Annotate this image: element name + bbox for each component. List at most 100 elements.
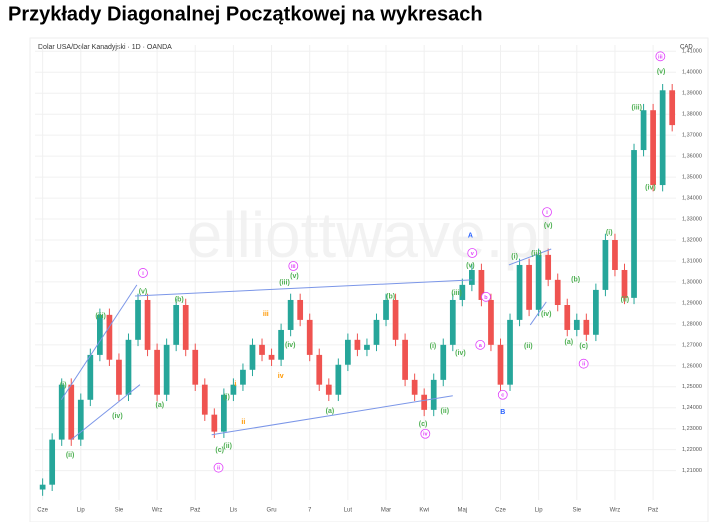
candle-body [287,299,294,330]
candle-body [440,344,447,380]
candle-body [659,90,666,186]
x-tick-label: Sie [572,508,581,514]
wave-label: (i) [60,382,67,389]
y-tick-label: 1,33000 [682,216,702,222]
wave-label: (iii) [531,250,542,257]
x-tick-label: Wrz [610,508,621,514]
x-tick-label: Sie [115,508,124,514]
y-tick-label: 1,25000 [682,384,702,390]
candle-body [49,439,56,485]
wave-label: (iv) [455,350,466,357]
x-tick-label: Lut [344,508,353,514]
y-tick-label: 1,23000 [682,426,702,432]
wave-label: (v) [657,69,666,76]
candle-body [144,299,151,350]
y-tick-label: 1,38000 [682,112,702,118]
trend-line [508,248,552,266]
wave-label: (b) [386,293,395,300]
wave-label: (iv) [541,311,552,318]
candle-body [421,394,428,410]
wave-label: (v) [139,288,148,295]
candle-body [58,384,65,440]
chart-subtitle: Dolar USA/Dolar Kanadyjski · 1D · OANDA [38,44,172,51]
wave-label: A [468,232,473,239]
candle-body [116,359,122,395]
candle-body [201,384,208,415]
candle-body [402,339,408,380]
candle-body [640,110,647,151]
candle-body [173,305,180,345]
wave-label: (iv) [285,342,296,349]
wave-label: (ii) [223,443,232,450]
candle-body [602,240,609,290]
candle-body [221,394,227,432]
candle-body [306,319,313,355]
y-tick-label: 1,28000 [682,321,702,327]
candle-body [68,384,75,440]
watermark: elliottwave.pl [187,199,553,271]
trend-line [529,301,547,326]
wave-label: (c) [215,447,224,454]
wave-label: (iii) [95,313,106,320]
wave-label: (iii) [451,290,462,297]
wave-label: (i) [511,253,518,260]
y-tick-label: 1,37000 [682,133,702,139]
wave-label: (a) [565,339,574,346]
candle-body [488,299,494,345]
wave-label-circle [578,358,589,369]
x-tick-label: Wrz [152,508,163,514]
x-tick-label: Lip [77,508,86,514]
wave-label-circle [213,462,224,473]
candle-body [497,344,504,385]
candle-body [163,344,170,395]
candle-body [392,299,399,340]
wave-label-circle [542,207,552,218]
candle-body [297,299,304,320]
trend-line [60,284,138,401]
candle-body [583,319,590,335]
wave-label-circle [497,389,508,400]
x-tick-label: Paź [648,508,658,514]
candle-body [325,384,332,395]
candle-body [430,379,437,410]
wave-label: (i) [223,394,230,401]
x-tick-label: Cze [37,508,48,514]
candle-body [478,269,485,300]
candle-body [106,314,113,360]
x-tick-label: Lis [230,508,238,514]
candle-body [469,269,475,285]
trend-line [70,384,141,441]
wave-label-circle [655,51,666,62]
wave-label: (ii) [441,408,450,415]
wave-label: (iv) [645,185,656,192]
candle-body [612,240,618,270]
candle-body [631,150,637,298]
y-tick-label: 1,26000 [682,363,702,369]
candle-body [621,269,628,298]
y-tick-label: 1,35000 [682,175,702,181]
candle-body [77,399,84,440]
wave-label: (iii) [279,279,290,286]
y-tick-label: 1,36000 [682,154,702,160]
y-tick-label: 1,24000 [682,405,702,411]
candle-body [535,254,542,310]
x-tick-label: Paź [190,508,200,514]
x-tick-label: Maj [457,508,467,514]
candle-body [249,344,256,370]
candle-body [364,344,370,350]
wave-label: (b) [571,276,580,283]
candle-body [516,264,523,320]
wave-label-circle [420,428,431,439]
candle-body [211,414,218,432]
candle-body [650,110,656,186]
wave-label: (ii) [66,452,75,459]
wave-label: (v) [290,273,299,280]
wave-label: (iii) [631,105,642,112]
wave-label: (c) [419,421,428,428]
wave-label: ii [217,466,221,472]
wave-label: (v) [466,262,475,269]
wave-label: (b) [175,296,184,303]
candle-body [507,319,513,385]
wave-label: v [471,251,475,257]
candle-body [87,354,94,400]
